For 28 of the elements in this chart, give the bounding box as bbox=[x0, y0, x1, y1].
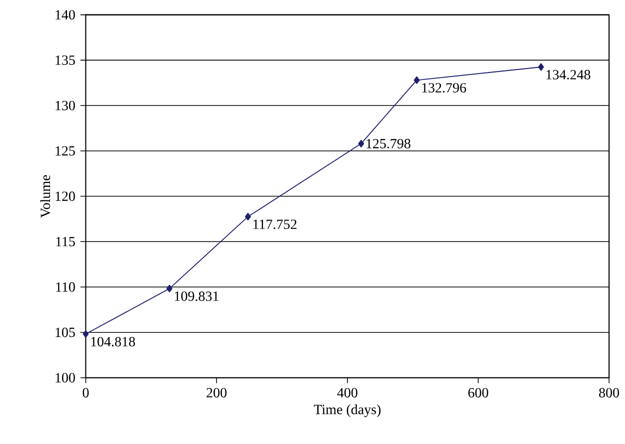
y-tick-label: 125 bbox=[56, 146, 75, 156]
y-tick-label: 140 bbox=[56, 10, 75, 20]
y-axis-title: Volume bbox=[40, 175, 50, 218]
y-tick-label: 105 bbox=[56, 328, 75, 338]
data-label: 104.818 bbox=[91, 336, 135, 346]
point bbox=[538, 63, 544, 71]
point bbox=[358, 140, 364, 148]
data-label: 134.248 bbox=[546, 70, 590, 80]
y-tick-label: 110 bbox=[56, 282, 75, 292]
x-tick-label: 600 bbox=[468, 388, 488, 398]
point bbox=[166, 284, 172, 292]
y-tick-label: 115 bbox=[56, 236, 75, 246]
data-label: 117.752 bbox=[253, 220, 296, 230]
x-tick-label: 200 bbox=[206, 388, 227, 398]
x-tick-label: 800 bbox=[599, 388, 620, 398]
x-axis-title: Time (days) bbox=[314, 404, 381, 418]
y-tick-label: 120 bbox=[56, 192, 75, 201]
x-tick-label: 400 bbox=[337, 388, 358, 398]
y-tick-label: 135 bbox=[56, 55, 75, 65]
point bbox=[82, 330, 89, 338]
point bbox=[244, 212, 251, 220]
y-tick-label: 100 bbox=[56, 373, 75, 382]
data-label: 109.831 bbox=[174, 291, 218, 301]
point bbox=[414, 76, 420, 84]
y-tick-label: 130 bbox=[56, 100, 75, 110]
data-label: 132.796 bbox=[422, 83, 466, 93]
data-label: 125.798 bbox=[366, 138, 410, 148]
x-tick-label: 0 bbox=[82, 388, 89, 398]
